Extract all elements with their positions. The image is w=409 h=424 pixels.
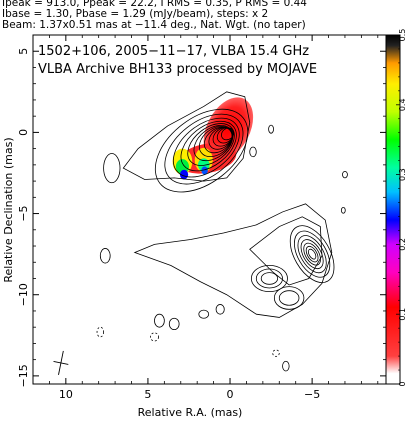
x-tick-label: 10 (59, 388, 73, 401)
core-contour (208, 127, 233, 150)
axis-ticks: 10 5 0 −5 5 0 −5 −10 −15 (17, 34, 386, 401)
jet-knot-contour (278, 290, 300, 306)
jet-knot-contour (260, 272, 279, 285)
colorbar-tick-label: 0.1 (398, 308, 407, 321)
beam-minor-axis (53, 360, 69, 365)
header-line-2: Ibase = 1.30, Pbase = 1.29 (mJy/beam), s… (2, 8, 269, 20)
y-tick-label: 5 (17, 48, 30, 55)
negative-contour (272, 349, 280, 357)
core-contour (164, 113, 244, 185)
core-contour (221, 127, 235, 141)
noise-contour (342, 170, 348, 179)
y-tick-label: −5 (17, 205, 30, 221)
jet-knot-contour (273, 286, 305, 310)
header-line-3: Beam: 1.37x0.51 mas at −11.4 deg., Nat. … (2, 19, 306, 31)
colorbar-tick-label: 0 (398, 381, 407, 386)
contour-layer (53, 91, 348, 375)
core-contour (187, 123, 235, 166)
polarization-spot-green-left (175, 159, 189, 174)
jet-outer-contour (133, 203, 333, 318)
jet-component-contour (303, 242, 321, 266)
core-outer-contour (122, 91, 251, 182)
y-tick-label: −15 (17, 364, 30, 387)
core-contour (216, 127, 234, 144)
jet-component-contour (307, 248, 317, 260)
colorbar-tick-label: 0.3 (398, 168, 407, 181)
polarization-spot-blue-left (179, 169, 189, 180)
y-tick-label: −10 (17, 283, 30, 306)
header-line-1: Ipeak = 913.0, Ppeak = 22.2, I RMS = 0.3… (2, 0, 307, 9)
x-tick-label: −5 (304, 388, 320, 401)
noise-contour (215, 304, 225, 315)
noise-contour (154, 313, 165, 328)
colorbar-ticks: 0 0.1 0.2 0.3 0.4 0.5 (396, 29, 407, 387)
core-contour (173, 117, 240, 178)
colorbar (385, 34, 401, 385)
colorbar-tick-label: 0.4 (398, 98, 407, 111)
core-contour (154, 108, 249, 193)
noise-contour (268, 124, 274, 134)
x-tick-label: 0 (227, 388, 234, 401)
jet-knot-contour (250, 264, 288, 293)
noise-contour (282, 360, 290, 372)
jet-component-contour (294, 230, 331, 278)
noise-contour (249, 146, 257, 158)
y-axis-label: Relative Declination (mas) (2, 137, 15, 282)
jet-component-contour (300, 239, 324, 270)
colorbar-tick-label: 0.5 (398, 29, 407, 42)
x-axis-label: Relative R.A. (mas) (138, 406, 243, 419)
negative-contour (96, 326, 104, 338)
noise-contour (198, 309, 210, 319)
polarization-spot-blue-right (201, 166, 208, 175)
core-contour (212, 127, 234, 147)
x-tick-label: 5 (144, 388, 151, 401)
jet-mid-contour (249, 216, 323, 286)
jet-knot-contour (255, 268, 283, 289)
plot-title-line-2: VLBA Archive BH133 processed by MOJAVE (38, 62, 317, 77)
core-contour (180, 120, 237, 172)
colorbar-tick-label: 0.2 (398, 238, 407, 251)
jet-component-contour (297, 235, 327, 274)
plot-title-line-1: 1502+106, 2005−11−17, VLBA 15.4 GHz (38, 44, 309, 59)
noise-contour (168, 317, 180, 331)
plot-frame (32, 34, 387, 385)
y-tick-label: 0 (17, 129, 30, 136)
noise-contour (340, 206, 346, 214)
jet-component-contour (305, 245, 319, 263)
jet-component-contour (289, 225, 335, 283)
noise-contour (99, 248, 111, 264)
negative-contour (149, 332, 160, 342)
noise-contour (103, 153, 121, 184)
